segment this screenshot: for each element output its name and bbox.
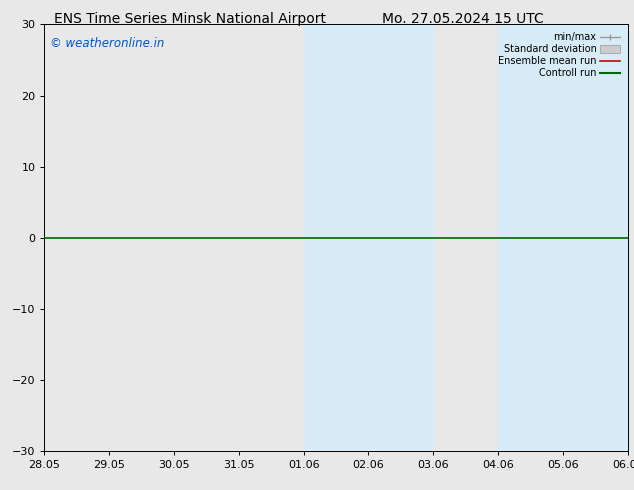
Legend: min/max, Standard deviation, Ensemble mean run, Controll run: min/max, Standard deviation, Ensemble me… bbox=[495, 29, 623, 81]
Text: © weatheronline.in: © weatheronline.in bbox=[50, 37, 165, 50]
Text: Mo. 27.05.2024 15 UTC: Mo. 27.05.2024 15 UTC bbox=[382, 12, 544, 26]
Bar bbox=[304, 24, 433, 451]
Text: ENS Time Series Minsk National Airport: ENS Time Series Minsk National Airport bbox=[54, 12, 327, 26]
Bar bbox=[498, 24, 628, 451]
